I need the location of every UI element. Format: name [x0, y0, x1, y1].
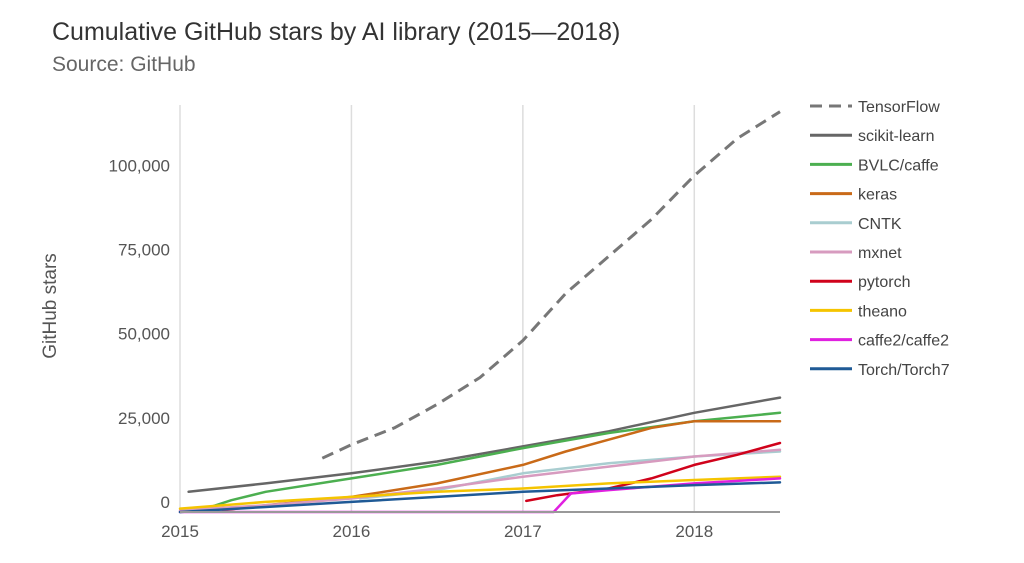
- grid-layer: [179, 105, 696, 512]
- series-line-keras: [221, 419, 782, 512]
- series-line-torch-torch7: [178, 481, 782, 514]
- series-line-tensorflow: [321, 110, 781, 460]
- legend-label: caffe2/caffe2: [858, 333, 949, 350]
- chart-subtitle: Source: GitHub: [52, 53, 196, 76]
- series-layer: [178, 110, 782, 514]
- series-line-bvlc-caffe: [178, 411, 782, 514]
- legend-label: TensorFlow: [858, 99, 940, 116]
- legend-label: pytorch: [858, 274, 910, 291]
- y-axis-title: GitHub stars: [40, 253, 61, 359]
- x-tick-label: 2018: [675, 522, 713, 541]
- x-tick-label: 2016: [333, 522, 371, 541]
- chart-title: Cumulative GitHub stars by AI library (2…: [52, 18, 621, 46]
- series-line-scikit-learn: [187, 396, 782, 494]
- y-tick-label: 25,000: [118, 409, 170, 428]
- legend-label: BVLC/caffe: [858, 157, 939, 174]
- legend-label: CNTK: [858, 216, 902, 233]
- legend-label: mxnet: [858, 245, 902, 262]
- y-tick-label: 75,000: [118, 241, 170, 260]
- x-tick-label: 2017: [504, 522, 542, 541]
- x-tick-label: 2015: [161, 522, 199, 541]
- series-line-theano: [178, 475, 782, 510]
- legend-label: Torch/Torch7: [858, 362, 950, 379]
- series-line-pytorch: [525, 441, 782, 503]
- y-tick-label: 50,000: [118, 325, 170, 344]
- legend-label: scikit-learn: [858, 128, 934, 145]
- y-tick-label: 0: [161, 493, 170, 512]
- axis-layer: 2015 2016 2017 2018 0 25,000 50,000 75,000 100,0…: [109, 157, 714, 541]
- series-line-mxnet: [178, 448, 782, 512]
- legend: TensorFlow scikit-learn BVLC/caffe keras CNT…: [810, 99, 950, 379]
- y-tick-label: 100,000: [109, 157, 170, 176]
- legend-label: keras: [858, 187, 897, 204]
- legend-label: theano: [858, 303, 907, 320]
